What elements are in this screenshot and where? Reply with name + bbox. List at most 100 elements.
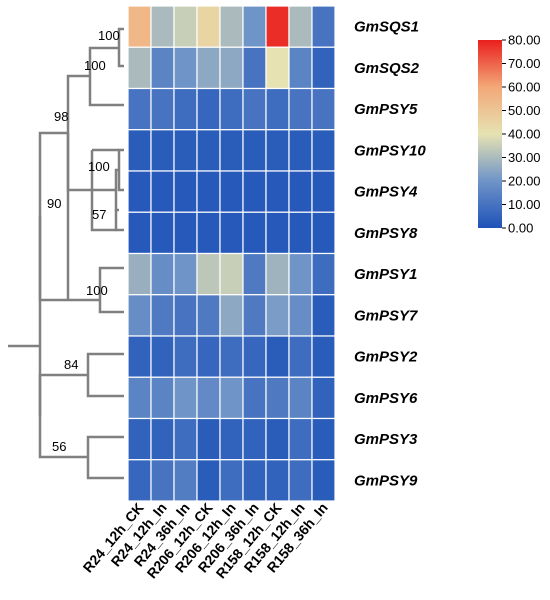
heatmap-cell (173, 252, 198, 296)
bootstrap-values: 100 100 98 100 57 90 100 84 56 (47, 28, 120, 454)
color-legend-tick-label: 20.00 (508, 174, 541, 189)
heatmap-cell (311, 87, 336, 131)
heatmap-cell (288, 5, 313, 48)
heatmap-cell (242, 170, 267, 213)
heatmap-cells (127, 5, 336, 502)
row-label: GmPSY5 (354, 101, 418, 118)
color-legend-tick-label: 40.00 (508, 127, 541, 142)
row-label: GmPSY2 (354, 349, 418, 366)
tree-branch-psy10-group (90, 148, 119, 232)
heatmap-cell (311, 129, 336, 172)
row-label: GmPSY8 (354, 225, 418, 242)
heatmap-cell (196, 294, 221, 337)
heatmap-cell (288, 87, 313, 131)
heatmap-cell (265, 294, 290, 337)
heatmap-cell (311, 252, 336, 296)
heatmap-cell (150, 376, 175, 420)
heatmap-cell (196, 170, 221, 213)
heatmap-cell (288, 294, 313, 337)
heatmap-cell (219, 129, 244, 172)
heatmap-cell (242, 376, 267, 420)
bootstrap-value: 84 (64, 357, 78, 372)
tree-branch-sqs (117, 27, 124, 68)
heatmap-cell (127, 46, 152, 90)
heatmap-cell (311, 294, 336, 337)
heatmap-cell (173, 376, 198, 420)
bootstrap-value: 100 (88, 159, 110, 174)
color-legend-tick-label: 10.00 (508, 197, 541, 212)
heatmap-cell (288, 170, 313, 213)
heatmap-cell (219, 252, 244, 296)
row-label: GmPSY10 (354, 142, 426, 159)
heatmap-cell (265, 129, 290, 172)
heatmap-cell (150, 211, 175, 255)
tree-branch-psy3-9 (86, 435, 124, 480)
heatmap-cell (173, 5, 198, 48)
color-legend-tick-label: 70.00 (508, 56, 541, 71)
heatmap-cell (311, 211, 336, 255)
heatmap-cell (265, 252, 290, 296)
heatmap-cell (242, 211, 267, 255)
heatmap-cell (127, 129, 152, 172)
heatmap-cell (150, 252, 175, 296)
row-label: GmPSY4 (354, 184, 418, 201)
heatmap-cell (150, 5, 175, 48)
row-label: GmPSY9 (354, 472, 418, 489)
color-legend-bar (478, 40, 502, 228)
heatmap-cell (173, 211, 198, 255)
heatmap-cell (173, 87, 198, 131)
heatmap-cell (265, 335, 290, 378)
heatmap-cell (150, 129, 175, 172)
color-legend: 0.00 10.00 20.00 30.00 40.00 50.00 60.00 70.00 8… (478, 33, 541, 236)
row-label: GmPSY3 (354, 431, 418, 448)
column-labels: R24_12h_CKR24_12h_InR24_36h_InR206_12h_C… (80, 500, 331, 582)
heatmap-cell (127, 376, 152, 420)
heatmap-cell (173, 129, 198, 172)
color-legend-tick-label: 50.00 (508, 103, 541, 118)
color-legend-tick-label: 80.00 (508, 33, 541, 48)
tree-branch-psy10-4 (117, 148, 124, 192)
bootstrap-value: 56 (52, 439, 66, 454)
heatmap-cell (219, 87, 244, 131)
heatmap-cell (288, 376, 313, 420)
heatmap-cell (127, 335, 152, 378)
heatmap-cell (173, 46, 198, 90)
heatmap-cell (311, 170, 336, 213)
row-label: GmPSY6 (354, 390, 418, 407)
tree-branch-root (8, 216, 42, 416)
row-label: GmPSY1 (354, 266, 417, 283)
color-legend-tick-label: 60.00 (508, 80, 541, 95)
heatmap-cell (173, 335, 198, 378)
tree-branch-psy2-6 (86, 352, 124, 398)
heatmap-cell (196, 5, 221, 48)
heatmap-cell (242, 294, 267, 337)
heatmap-cell (150, 46, 175, 90)
heatmap-cell (242, 129, 267, 172)
heatmap-cell (127, 87, 152, 131)
heatmap-cell (311, 46, 336, 90)
heatmap-cell (127, 294, 152, 337)
heatmap-cell (150, 459, 175, 502)
heatmap-cell (219, 459, 244, 502)
heatmap-cell (311, 376, 336, 420)
heatmap-cell (196, 252, 221, 296)
heatmap-cell (150, 170, 175, 213)
heatmap-cell (265, 46, 290, 90)
heatmap-cell (288, 46, 313, 90)
heatmap-cell (242, 87, 267, 131)
bootstrap-value: 100 (98, 28, 120, 43)
heatmap-cell (219, 376, 244, 420)
tree-branch-psy1-7 (98, 266, 124, 314)
heatmap-cell (150, 87, 175, 131)
bootstrap-value: 100 (86, 283, 108, 298)
heatmap-cell (288, 459, 313, 502)
heatmap-cell (127, 417, 152, 461)
heatmap-cell (127, 170, 152, 213)
heatmap-cell (265, 211, 290, 255)
heatmap-cell (219, 294, 244, 337)
heatmap-cell (242, 335, 267, 378)
heatmap-cell (196, 459, 221, 502)
bootstrap-value: 98 (54, 109, 68, 124)
heatmap-cell (173, 417, 198, 461)
